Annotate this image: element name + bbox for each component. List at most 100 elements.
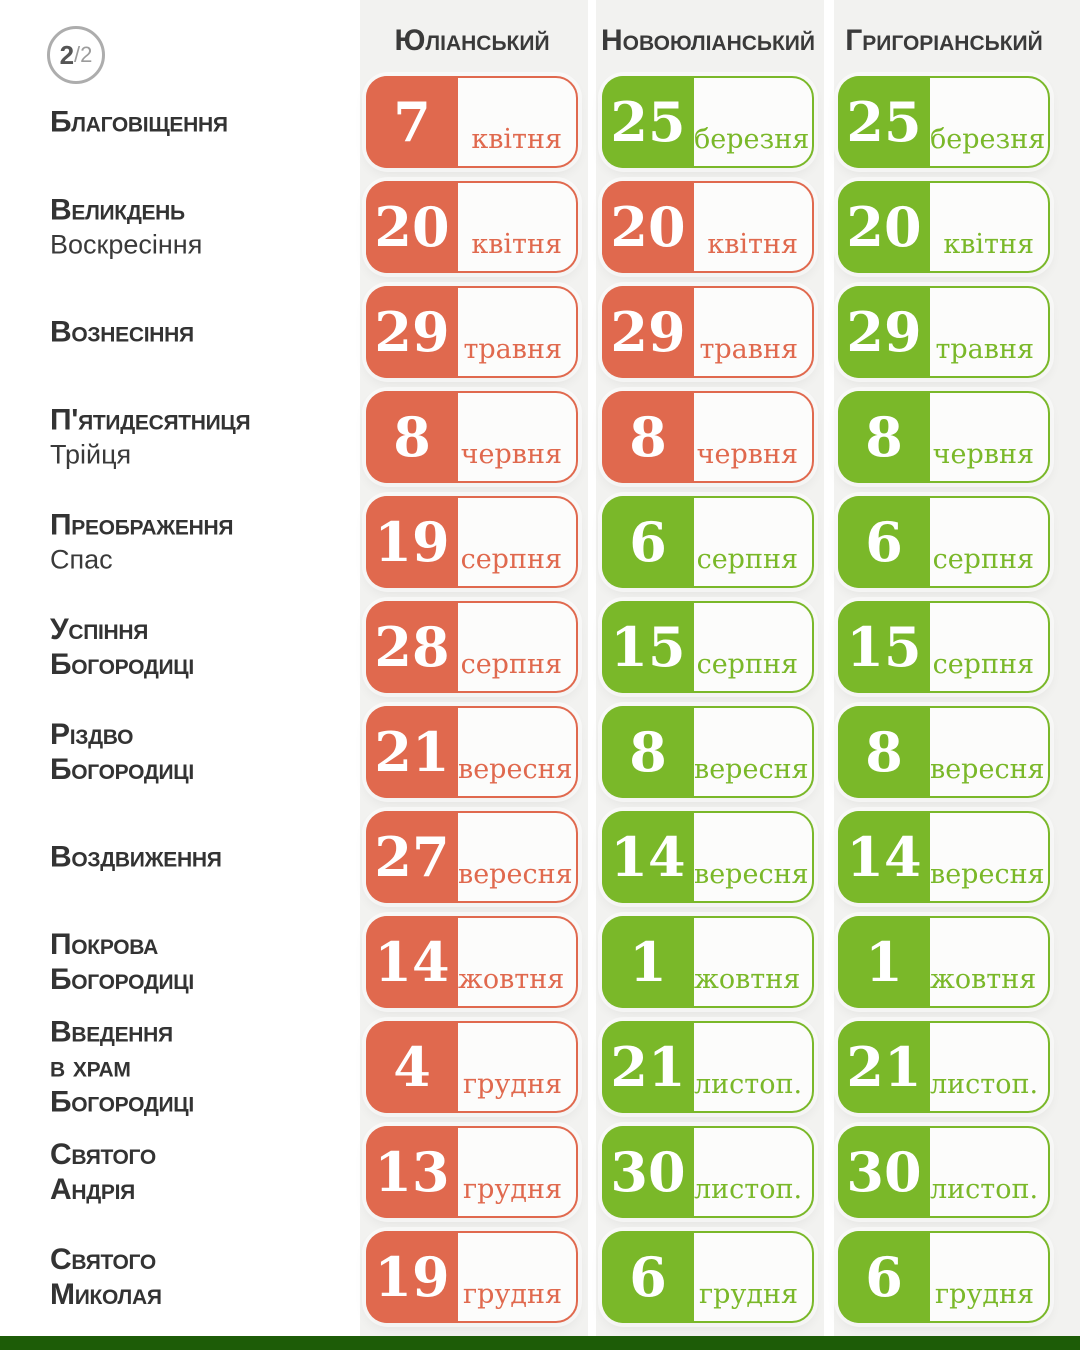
date-day: 30 xyxy=(602,1126,694,1218)
holiday-name-line: Воздвиження xyxy=(50,840,222,874)
date-day: 15 xyxy=(838,601,930,693)
date-month: березня xyxy=(694,124,810,155)
holiday-name-line: Благовіщення xyxy=(50,105,228,139)
date-month: червня xyxy=(696,439,798,470)
date-card: 30 листоп. xyxy=(602,1126,814,1218)
holiday-subtitle: Воскресіння xyxy=(50,229,203,260)
date-card: 8 червня xyxy=(602,391,814,483)
date-day: 8 xyxy=(602,706,694,798)
holiday-name: Святого Андрія xyxy=(50,1137,362,1207)
date-card: 6 серпня xyxy=(838,496,1050,588)
date-day: 29 xyxy=(602,286,694,378)
date-day: 27 xyxy=(366,811,458,903)
date-card: 20 квітня xyxy=(838,181,1050,273)
holiday-name: Вознесіння xyxy=(50,315,362,350)
date-day: 25 xyxy=(602,76,694,168)
date-day: 25 xyxy=(838,76,930,168)
holiday-label: Великдень Воскресіння xyxy=(50,193,362,262)
holiday-subtitle: Спас xyxy=(50,544,113,575)
date-card: 28 серпня xyxy=(366,601,578,693)
holiday-name-line: Миколая xyxy=(50,1278,162,1311)
date-day: 13 xyxy=(366,1126,458,1218)
holiday-row: Святого Андрія 13 грудня 30 листоп. 30 ли… xyxy=(0,1126,1080,1218)
column-header-julian: Юліанський xyxy=(394,24,550,57)
date-card: 1 жовтня xyxy=(838,916,1050,1008)
holiday-name-line: Успіння xyxy=(50,613,149,646)
page-indicator: 2/2 xyxy=(47,26,105,84)
date-card: 8 вересня xyxy=(838,706,1050,798)
date-month: квітня xyxy=(471,229,562,260)
holiday-name: П'ятидесятниця xyxy=(50,403,362,438)
date-card: 15 серпня xyxy=(838,601,1050,693)
date-day: 4 xyxy=(366,1021,458,1113)
holiday-label: Успіння Богородиці xyxy=(50,612,362,682)
page-number: 2 xyxy=(59,39,75,70)
date-day: 14 xyxy=(838,811,930,903)
date-month: квітня xyxy=(471,124,562,155)
date-card: 25 березня xyxy=(838,76,1050,168)
date-card: 8 червня xyxy=(366,391,578,483)
date-day: 7 xyxy=(366,76,458,168)
date-card: 20 квітня xyxy=(366,181,578,273)
date-month: листоп. xyxy=(694,1069,803,1100)
holiday-name-line: Введення xyxy=(50,1015,173,1049)
date-card: 20 квітня xyxy=(602,181,814,273)
date-month: грудня xyxy=(699,1279,798,1310)
date-day: 6 xyxy=(602,1231,694,1323)
date-day: 30 xyxy=(838,1126,930,1218)
holiday-row: Великдень Воскресіння 20 квітня 20 квітн… xyxy=(0,181,1080,273)
date-card: 21 листоп. xyxy=(602,1021,814,1113)
date-card: 21 листоп. xyxy=(838,1021,1050,1113)
holiday-name: Різдво Богородиці xyxy=(50,717,362,787)
date-card: 6 серпня xyxy=(602,496,814,588)
date-month: грудня xyxy=(463,1279,562,1310)
date-month: листоп. xyxy=(930,1069,1039,1100)
date-card: 19 грудня xyxy=(366,1231,578,1323)
date-card: 14 вересня xyxy=(602,811,814,903)
date-month: грудня xyxy=(935,1279,1034,1310)
date-card: 15 серпня xyxy=(602,601,814,693)
holiday-row: Введення в храм Богородиці 4 грудня 21 лис… xyxy=(0,1016,1080,1119)
date-day: 21 xyxy=(838,1021,930,1113)
date-month: серпня xyxy=(696,544,798,575)
date-month: вересня xyxy=(930,754,1045,785)
holiday-name: Введення в храм Богородиці xyxy=(50,1015,362,1120)
date-month: вересня xyxy=(458,859,573,890)
date-month: травня xyxy=(935,334,1034,365)
holiday-name: Покрова Богородиці xyxy=(50,927,362,997)
holiday-name-line: Богородиці xyxy=(50,753,194,786)
date-month: квітня xyxy=(707,229,798,260)
holiday-name-line: П'ятидесятниця xyxy=(50,403,251,437)
holiday-name-line: Покрова xyxy=(50,928,158,961)
date-month: жовтня xyxy=(458,964,565,995)
date-day: 14 xyxy=(602,811,694,903)
holiday-name: Святого Миколая xyxy=(50,1242,362,1312)
holiday-label: Воздвиження xyxy=(50,840,362,875)
holiday-label: П'ятидесятниця Трійця xyxy=(50,403,362,472)
date-day: 8 xyxy=(838,391,930,483)
date-card: 6 грудня xyxy=(838,1231,1050,1323)
date-day: 21 xyxy=(602,1021,694,1113)
date-month: листоп. xyxy=(930,1174,1039,1205)
holiday-name-line: в храм xyxy=(50,1050,131,1084)
date-month: травня xyxy=(463,334,562,365)
holiday-row: Вознесіння 29 травня 29 травня 29 травня xyxy=(0,286,1080,378)
date-day: 15 xyxy=(602,601,694,693)
date-card: 6 грудня xyxy=(602,1231,814,1323)
date-month: листоп. xyxy=(694,1174,803,1205)
date-month: вересня xyxy=(930,859,1045,890)
date-month: жовтня xyxy=(930,964,1037,995)
date-card: 8 вересня xyxy=(602,706,814,798)
column-header-gregorian: Григоріанський xyxy=(845,24,1043,57)
holiday-row: П'ятидесятниця Трійця 8 червня 8 червня … xyxy=(0,391,1080,483)
date-day: 1 xyxy=(838,916,930,1008)
holiday-name-line: Різдво xyxy=(50,718,134,751)
holiday-row: Різдво Богородиці 21 вересня 8 вересня 8 … xyxy=(0,706,1080,798)
date-month: серпня xyxy=(932,544,1034,575)
date-card: 14 вересня xyxy=(838,811,1050,903)
date-month: серпня xyxy=(460,649,562,680)
date-day: 8 xyxy=(602,391,694,483)
date-day: 8 xyxy=(366,391,458,483)
date-month: червня xyxy=(460,439,562,470)
holiday-name-line: Богородиці xyxy=(50,648,194,681)
